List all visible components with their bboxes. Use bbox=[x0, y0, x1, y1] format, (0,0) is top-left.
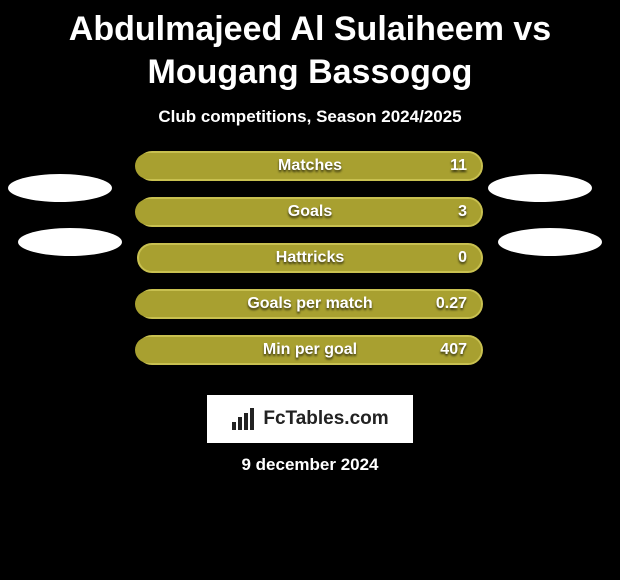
stat-bar-track: Goals per match 0.27 bbox=[137, 289, 483, 319]
stat-bar-track: Matches 11 bbox=[137, 151, 483, 181]
stat-label: Matches bbox=[278, 157, 342, 175]
logo-box: FcTables.com bbox=[207, 395, 413, 443]
stat-label: Goals per match bbox=[247, 295, 372, 313]
stat-label: Min per goal bbox=[263, 341, 357, 359]
footer-date: 9 december 2024 bbox=[0, 455, 620, 475]
stat-value-right: 11 bbox=[450, 157, 467, 175]
stat-row: Min per goal 407 bbox=[0, 335, 620, 381]
stat-bar-track: Goals 3 bbox=[137, 197, 483, 227]
stat-value-right: 0.27 bbox=[436, 295, 467, 313]
logo-text: FcTables.com bbox=[263, 408, 388, 430]
page-title: Abdulmajeed Al Sulaiheem vs Mougang Bass… bbox=[0, 0, 620, 93]
stat-label: Goals bbox=[288, 203, 332, 221]
bars-icon bbox=[231, 408, 255, 430]
stat-bar-track: Hattricks 0 bbox=[137, 243, 483, 273]
stat-value-right: 0 bbox=[458, 249, 467, 267]
side-ellipse bbox=[8, 174, 112, 202]
side-ellipse bbox=[498, 228, 602, 256]
stat-bar-track: Min per goal 407 bbox=[137, 335, 483, 365]
stat-value-right: 3 bbox=[458, 203, 467, 221]
page-subtitle: Club competitions, Season 2024/2025 bbox=[0, 107, 620, 127]
stat-row: Goals per match 0.27 bbox=[0, 289, 620, 335]
side-ellipse bbox=[488, 174, 592, 202]
stat-value-right: 407 bbox=[440, 341, 467, 359]
side-ellipse bbox=[18, 228, 122, 256]
stat-label: Hattricks bbox=[276, 249, 344, 267]
